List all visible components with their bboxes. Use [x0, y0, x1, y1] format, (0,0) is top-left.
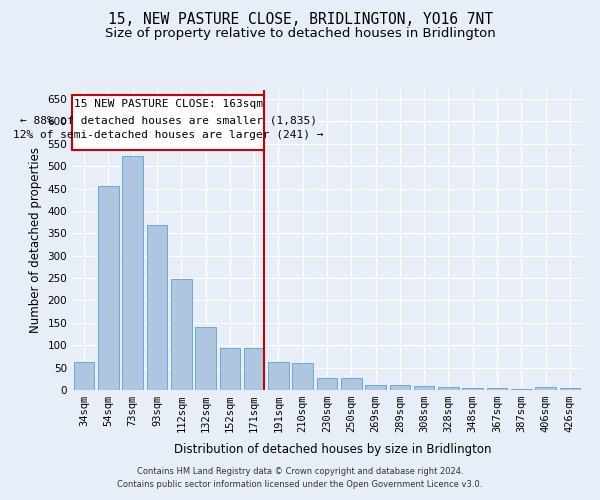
Bar [560, 388, 580, 390]
Text: Size of property relative to detached houses in Bridlington: Size of property relative to detached ho… [104, 28, 496, 40]
Text: ← 88% of detached houses are smaller (1,835): ← 88% of detached houses are smaller (1,… [20, 116, 317, 126]
Bar [438, 387, 459, 390]
Bar [341, 378, 362, 390]
Bar [487, 388, 508, 390]
Bar [171, 279, 191, 390]
Bar [365, 384, 386, 390]
Bar [535, 387, 556, 390]
Text: Contains HM Land Registry data © Crown copyright and database right 2024.: Contains HM Land Registry data © Crown c… [137, 467, 463, 476]
Bar [463, 388, 483, 390]
Bar [292, 363, 313, 390]
Bar [146, 225, 167, 390]
Bar [98, 186, 119, 390]
Text: Distribution of detached houses by size in Bridlington: Distribution of detached houses by size … [174, 442, 492, 456]
Bar [317, 378, 337, 390]
Bar [389, 384, 410, 390]
Bar [74, 362, 94, 390]
Bar [122, 156, 143, 390]
Bar [72, 96, 265, 150]
Bar [220, 348, 240, 390]
Y-axis label: Number of detached properties: Number of detached properties [29, 147, 42, 333]
Text: 15 NEW PASTURE CLOSE: 163sqm: 15 NEW PASTURE CLOSE: 163sqm [74, 99, 263, 109]
Bar [268, 362, 289, 390]
Bar [244, 348, 265, 390]
Bar [414, 386, 434, 390]
Bar [195, 328, 216, 390]
Bar [511, 388, 532, 390]
Text: 12% of semi-detached houses are larger (241) →: 12% of semi-detached houses are larger (… [13, 130, 323, 140]
Text: 15, NEW PASTURE CLOSE, BRIDLINGTON, YO16 7NT: 15, NEW PASTURE CLOSE, BRIDLINGTON, YO16… [107, 12, 493, 28]
Text: Contains public sector information licensed under the Open Government Licence v3: Contains public sector information licen… [118, 480, 482, 489]
